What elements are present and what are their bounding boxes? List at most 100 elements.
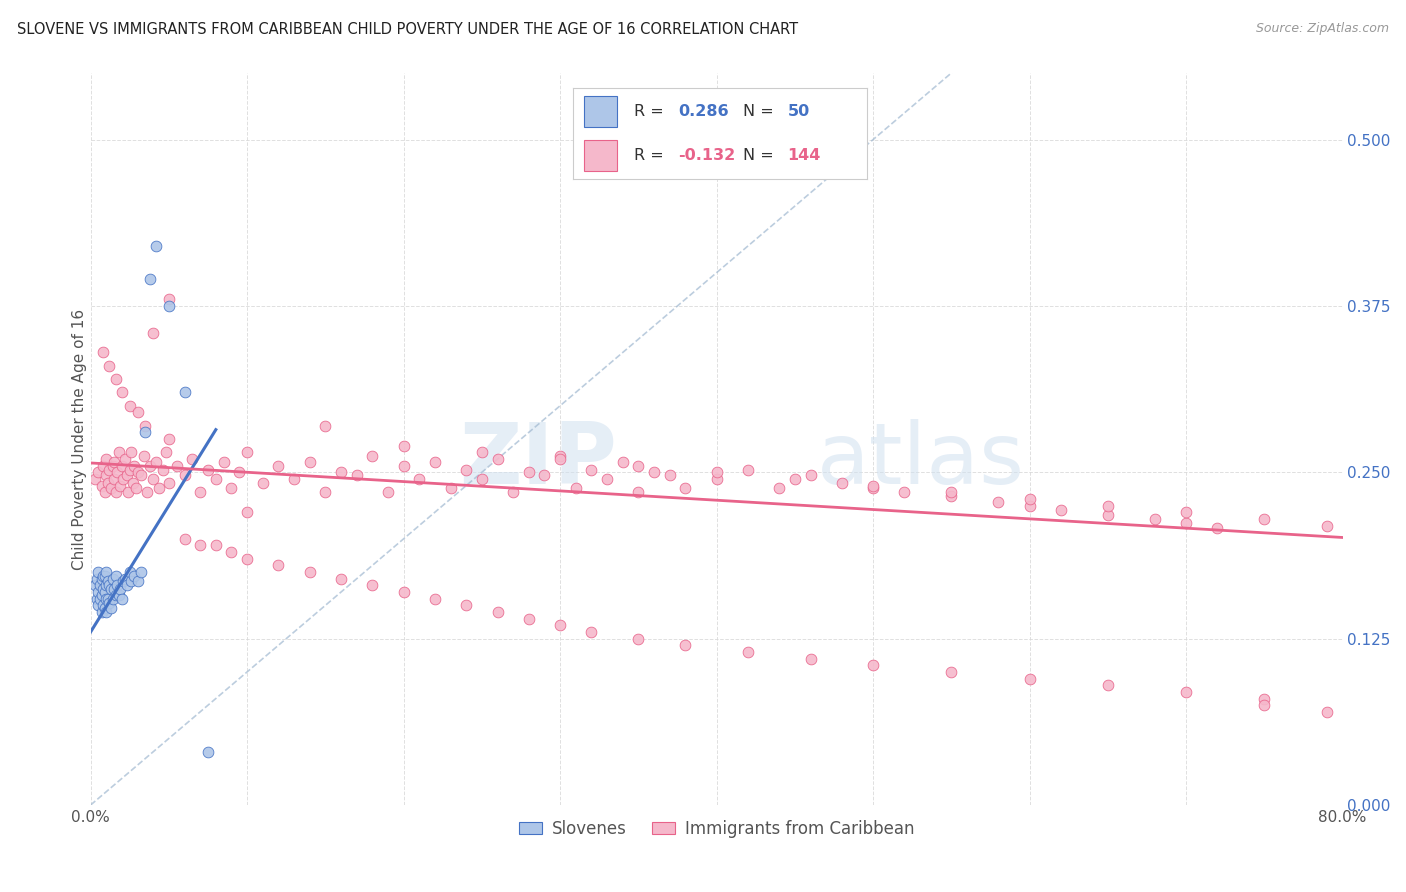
Point bbox=[188, 539, 211, 553]
Point bbox=[314, 418, 336, 433]
Point bbox=[1050, 502, 1073, 516]
Point bbox=[252, 475, 274, 490]
Point bbox=[139, 458, 162, 473]
Point bbox=[104, 485, 127, 500]
Point bbox=[111, 591, 134, 606]
Point bbox=[799, 651, 821, 665]
Point bbox=[86, 572, 108, 586]
Text: SLOVENE VS IMMIGRANTS FROM CARIBBEAN CHILD POVERTY UNDER THE AGE OF 16 CORRELATI: SLOVENE VS IMMIGRANTS FROM CARIBBEAN CHI… bbox=[17, 22, 799, 37]
Point bbox=[96, 578, 118, 592]
Point bbox=[127, 574, 149, 589]
Point bbox=[228, 465, 250, 479]
Point bbox=[658, 467, 681, 482]
Point bbox=[157, 299, 180, 313]
Point bbox=[104, 372, 127, 386]
Point bbox=[893, 485, 915, 500]
Point bbox=[236, 551, 259, 566]
Point bbox=[101, 458, 124, 473]
Point bbox=[627, 485, 650, 500]
Point bbox=[115, 578, 138, 592]
Point bbox=[221, 545, 243, 559]
Point bbox=[1175, 685, 1198, 699]
Point bbox=[101, 591, 124, 606]
Point bbox=[423, 591, 446, 606]
Point bbox=[456, 599, 478, 613]
Point bbox=[941, 665, 963, 679]
Point bbox=[197, 745, 219, 759]
Text: atlas: atlas bbox=[817, 419, 1025, 502]
Point bbox=[91, 569, 114, 583]
Point bbox=[89, 591, 111, 606]
Point bbox=[103, 472, 125, 486]
Point bbox=[101, 572, 124, 586]
Point bbox=[517, 465, 540, 479]
Point bbox=[1143, 512, 1166, 526]
Point bbox=[314, 485, 336, 500]
Point bbox=[120, 445, 142, 459]
Point bbox=[548, 452, 571, 467]
Point bbox=[221, 481, 243, 495]
Point bbox=[471, 445, 494, 459]
Point bbox=[139, 272, 162, 286]
Point bbox=[737, 462, 759, 476]
Point bbox=[346, 467, 368, 482]
Point bbox=[98, 462, 121, 476]
Point bbox=[1316, 705, 1339, 719]
Point bbox=[533, 467, 555, 482]
Point bbox=[267, 458, 290, 473]
Point bbox=[142, 326, 165, 340]
Point bbox=[330, 572, 353, 586]
Point bbox=[91, 582, 114, 597]
Point bbox=[157, 292, 180, 306]
Point bbox=[127, 405, 149, 419]
Point bbox=[267, 558, 290, 573]
Point bbox=[90, 588, 112, 602]
Point bbox=[987, 494, 1010, 508]
Point bbox=[1097, 508, 1119, 522]
Point bbox=[114, 572, 136, 586]
Point bbox=[1206, 521, 1229, 535]
Point bbox=[643, 465, 665, 479]
Point bbox=[361, 578, 384, 592]
Point bbox=[157, 432, 180, 446]
Point bbox=[1316, 518, 1339, 533]
Point bbox=[97, 591, 120, 606]
Point bbox=[283, 472, 305, 486]
Point bbox=[1253, 691, 1275, 706]
Point bbox=[423, 455, 446, 469]
Point bbox=[1175, 516, 1198, 530]
Point bbox=[91, 458, 114, 473]
Point bbox=[548, 618, 571, 632]
Point bbox=[136, 485, 159, 500]
Point bbox=[124, 458, 146, 473]
Point bbox=[91, 345, 114, 359]
Point bbox=[104, 569, 127, 583]
Point bbox=[107, 588, 129, 602]
Point bbox=[117, 485, 139, 500]
Text: ZIP: ZIP bbox=[458, 419, 616, 502]
Point bbox=[862, 658, 884, 673]
Point bbox=[110, 582, 132, 597]
Point bbox=[84, 472, 107, 486]
Point bbox=[768, 481, 790, 495]
Point bbox=[486, 452, 509, 467]
Point bbox=[392, 439, 415, 453]
Point bbox=[236, 505, 259, 519]
Point bbox=[114, 452, 136, 467]
Point bbox=[84, 578, 107, 592]
Point bbox=[134, 418, 156, 433]
Point bbox=[1018, 672, 1040, 686]
Point bbox=[96, 467, 118, 482]
Point bbox=[96, 591, 118, 606]
Point bbox=[98, 359, 121, 373]
Point bbox=[1253, 512, 1275, 526]
Point bbox=[87, 465, 110, 479]
Point bbox=[103, 582, 125, 597]
Point bbox=[173, 385, 195, 400]
Point bbox=[97, 475, 120, 490]
Point bbox=[581, 625, 603, 640]
Point bbox=[517, 612, 540, 626]
Point bbox=[118, 399, 141, 413]
Point bbox=[155, 445, 177, 459]
Point bbox=[1253, 698, 1275, 713]
